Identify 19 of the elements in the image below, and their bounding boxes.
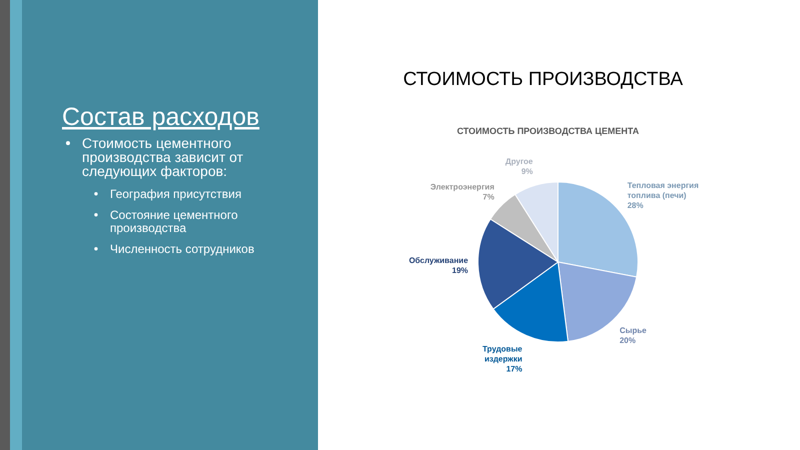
text: Стоимость цементного производства зависит от следующих факторов: [82, 135, 244, 179]
chart-subtitle: СТОИМОСТЬ ПРОИЗВОДСТВА ЦЕМЕНТА [456, 126, 640, 136]
slice-label: Сырье [620, 326, 648, 335]
text: Состав расходов [62, 103, 260, 131]
data-label: 9% [521, 166, 533, 176]
data-label: 28% [627, 201, 644, 210]
slice-label: Трудовые издержки [482, 344, 523, 364]
text: Численность сотрудников [110, 242, 254, 256]
data-label: 7% [482, 192, 494, 202]
chart-title: СТОИМОСТЬ ПРОИЗВОДСТВА [403, 69, 684, 90]
slice-label: Электроэнергия [430, 182, 495, 192]
slice-label: Тепловая энергия топлива (печи) [627, 181, 699, 200]
data-label: 20% [620, 336, 636, 345]
text: Состояние цементного производства [110, 208, 238, 235]
data-label: 19% [452, 266, 468, 276]
data-label: 17% [506, 364, 522, 374]
slice-label: Обслуживание [408, 256, 469, 266]
text: География присутствия [110, 187, 242, 201]
slice-label: Другое [505, 156, 534, 166]
